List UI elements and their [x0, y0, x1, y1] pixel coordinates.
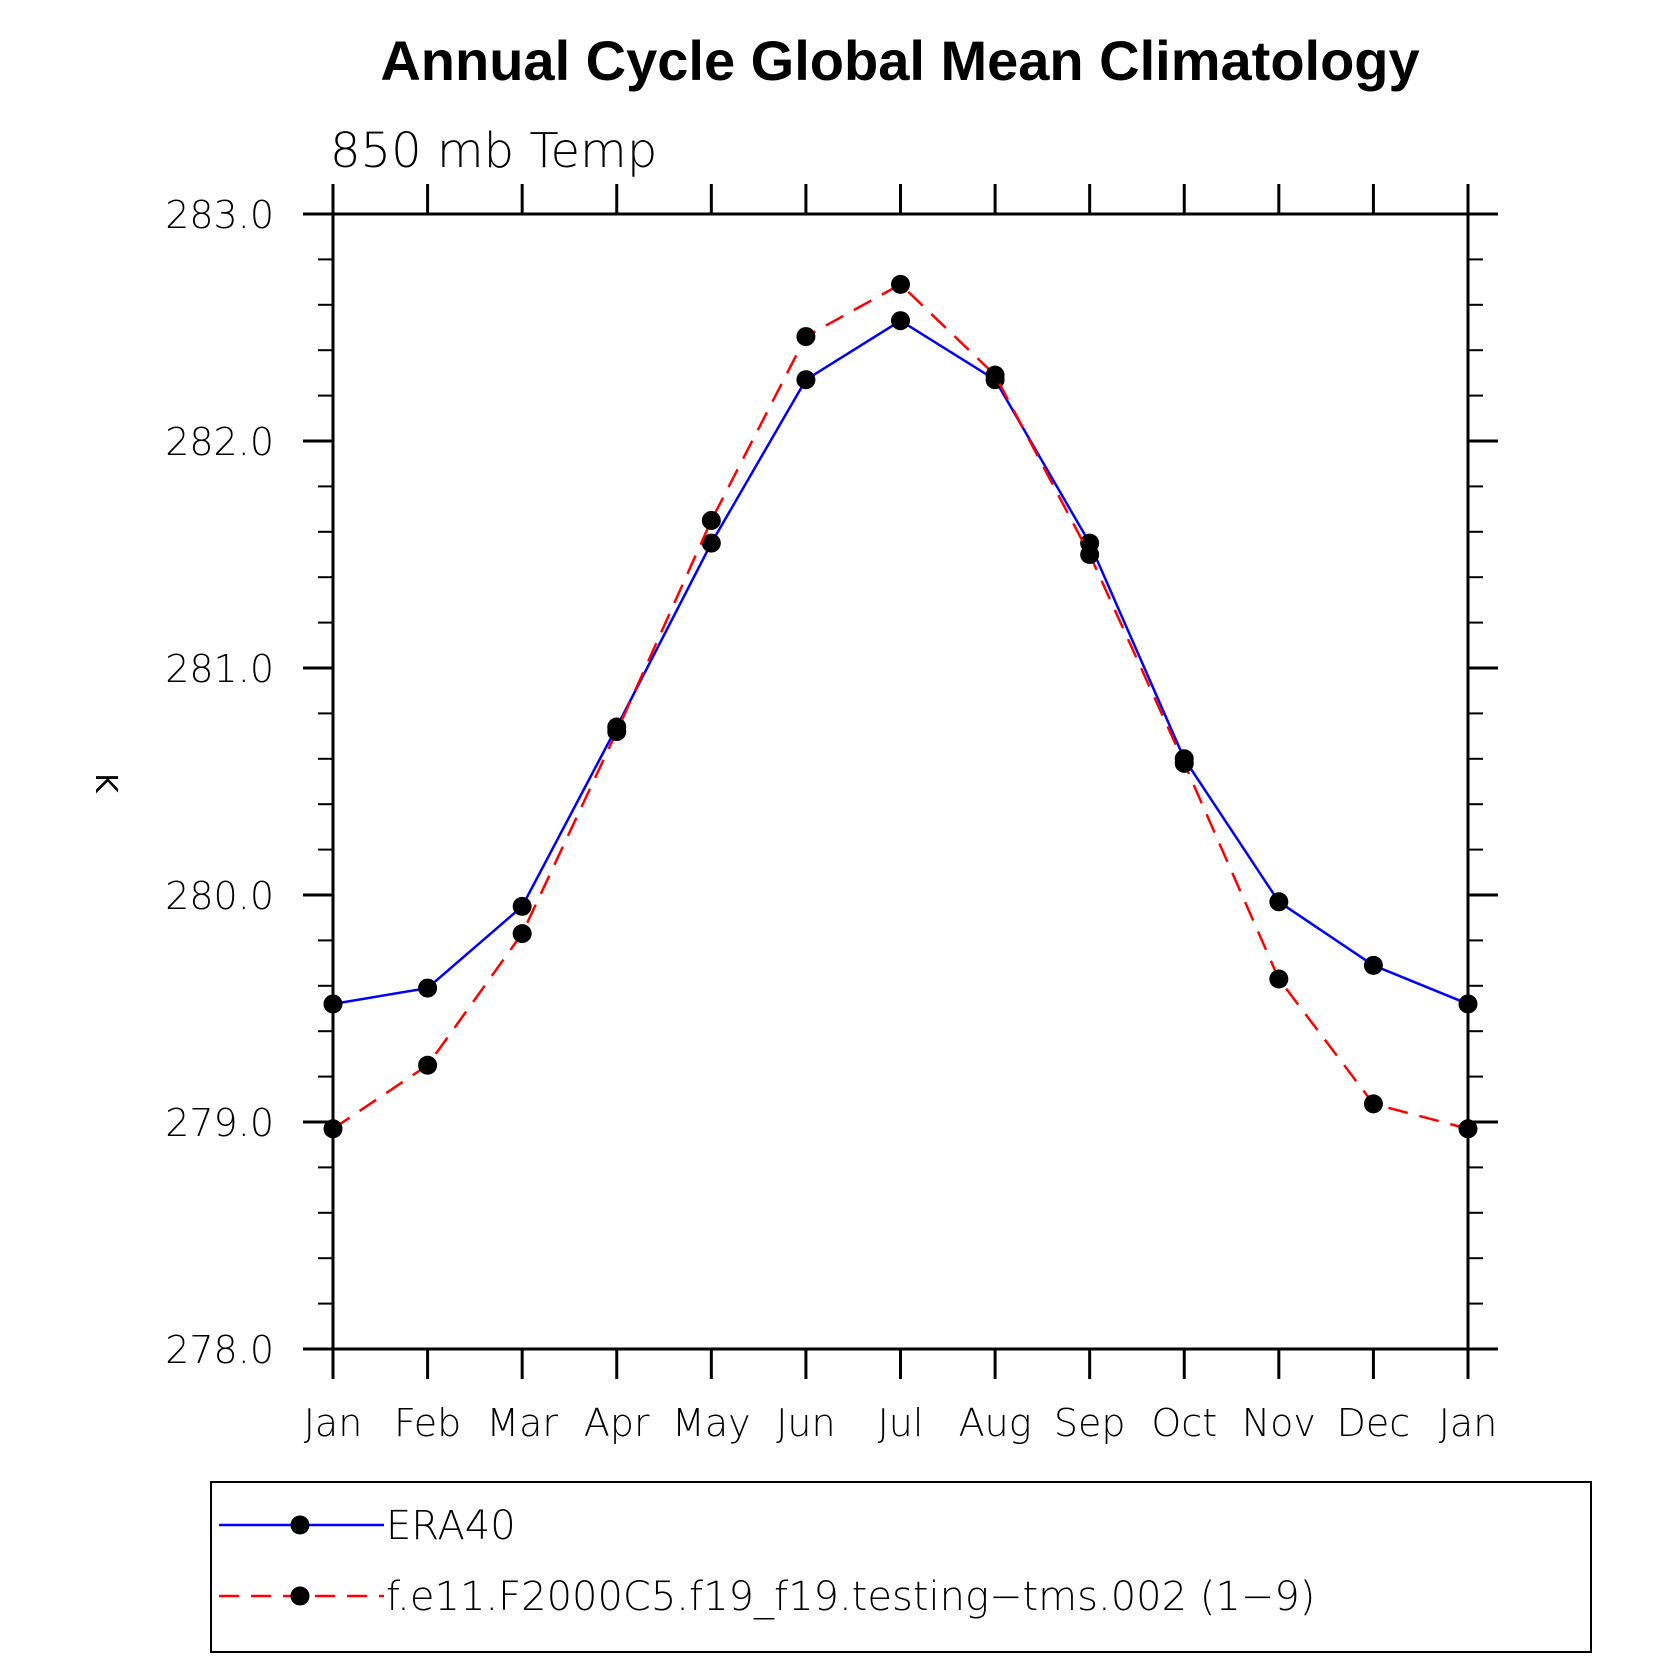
- y-tick-label: 281.0: [165, 647, 274, 691]
- data-point: [1363, 955, 1383, 975]
- series-1: [323, 311, 1478, 1014]
- data-point: [891, 311, 910, 331]
- data-point: [1269, 892, 1289, 912]
- x-tick-label: Jun: [776, 1401, 835, 1445]
- x-tick-label: Jan: [304, 1401, 363, 1445]
- data-point: [418, 1055, 438, 1075]
- y-tick-label: 280.0: [165, 874, 274, 918]
- legend-box: [210, 1481, 1592, 1653]
- series-2: [323, 274, 1478, 1139]
- data-point: [1363, 1094, 1383, 1114]
- data-point: [418, 978, 438, 998]
- data-point: [1080, 545, 1100, 564]
- data-point: [607, 722, 627, 742]
- data-point: [701, 510, 721, 530]
- data-point: [512, 896, 532, 916]
- data-point: [323, 994, 343, 1014]
- x-tick-label: Mar: [486, 1401, 558, 1445]
- legend-label: ERA40: [386, 1503, 516, 1549]
- chart-subtitle: 850 mb Temp: [330, 123, 657, 179]
- data-point: [1269, 969, 1289, 989]
- series-line: [332, 319, 1469, 1006]
- y-axis-label: K: [88, 773, 123, 794]
- data-point: [1458, 1119, 1478, 1139]
- data-point: [796, 370, 816, 390]
- legend-marker: [290, 1586, 310, 1606]
- x-tick-label: Nov: [1242, 1401, 1316, 1445]
- series-layer: [323, 274, 1478, 1139]
- y-tick-label: 279.0: [165, 1101, 274, 1145]
- legend-label: f.e11.F2000C5.f19_f19.testing−tms.002 (1…: [386, 1574, 1315, 1620]
- data-point: [1458, 994, 1478, 1014]
- x-tick-label: Oct: [1151, 1401, 1217, 1445]
- data-point: [985, 365, 1005, 385]
- legend-entry-1: ERA40: [219, 1503, 516, 1549]
- legend: ERA40 f.e11.F2000C5.f19_f19.testing−tms.0…: [219, 1503, 1315, 1620]
- x-tick-labels: Jan Feb Mar Apr May Jun Jul Aug Sep Oct Nov Dec Jan: [304, 1401, 1498, 1445]
- x-tick-label: Jul: [878, 1401, 924, 1445]
- x-tick-label: Dec: [1337, 1401, 1411, 1445]
- data-point: [1174, 753, 1194, 773]
- axis-ticks: [303, 184, 1498, 1379]
- x-tick-label: Apr: [584, 1401, 650, 1445]
- data-point: [323, 1119, 343, 1139]
- plot-frame: [331, 212, 1470, 1351]
- x-tick-label: Jan: [1439, 1401, 1498, 1445]
- legend-entry-2: f.e11.F2000C5.f19_f19.testing−tms.002 (1…: [219, 1574, 1315, 1620]
- data-point: [512, 924, 532, 944]
- legend-marker: [290, 1515, 310, 1535]
- data-point: [796, 327, 816, 347]
- chart-title: Annual Cycle Global Mean Climatology: [380, 29, 1419, 92]
- series-line: [332, 282, 1469, 1131]
- y-tick-label: 283.0: [165, 193, 274, 237]
- data-point: [701, 533, 721, 553]
- x-tick-label: May: [672, 1401, 751, 1445]
- data-point: [891, 274, 910, 294]
- x-tick-label: Feb: [394, 1401, 461, 1445]
- x-tick-label: Sep: [1054, 1401, 1126, 1445]
- y-tick-labels: 278.0 279.0 280.0 281.0 282.0 283.0: [165, 193, 274, 1372]
- y-tick-label: 282.0: [165, 420, 274, 464]
- y-tick-label: 278.0: [165, 1328, 274, 1372]
- x-tick-label: Aug: [959, 1401, 1032, 1445]
